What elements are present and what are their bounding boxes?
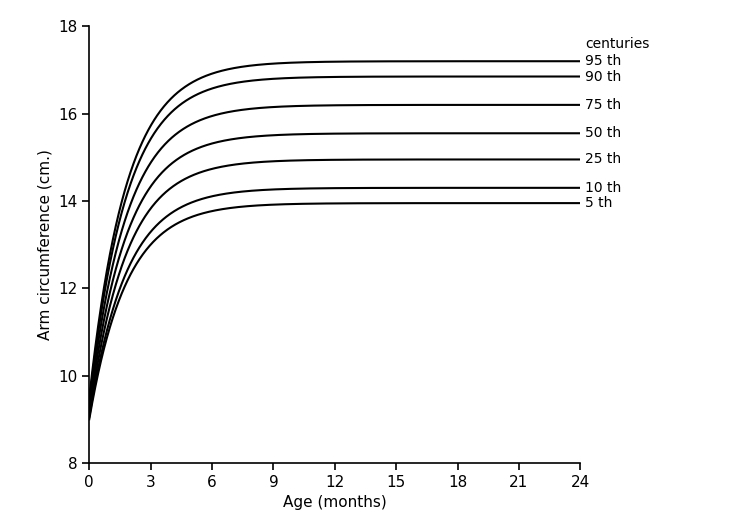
Text: 75 th: 75 th (586, 98, 621, 112)
X-axis label: Age (months): Age (months) (283, 495, 387, 510)
Text: centuries: centuries (586, 37, 650, 51)
Text: 10 th: 10 th (586, 181, 621, 195)
Text: 5 th: 5 th (586, 196, 612, 210)
Y-axis label: Arm circumference (cm.): Arm circumference (cm.) (37, 149, 53, 340)
Text: 95 th: 95 th (586, 54, 621, 68)
Text: 90 th: 90 th (586, 69, 621, 84)
Text: 50 th: 50 th (586, 126, 621, 140)
Text: 25 th: 25 th (586, 153, 621, 166)
